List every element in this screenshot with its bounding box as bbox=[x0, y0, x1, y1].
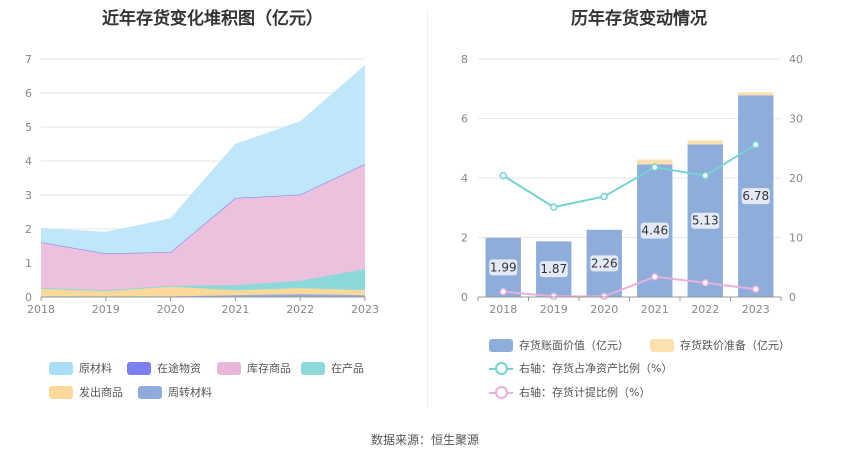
legend-label: 原材料 bbox=[79, 362, 112, 375]
legend-label: 库存商品 bbox=[247, 362, 291, 375]
legend-swatch bbox=[489, 361, 513, 375]
left-legend-item[interactable]: 库存商品 bbox=[217, 360, 291, 376]
legend-swatch bbox=[49, 361, 73, 375]
left-legend-item[interactable]: 周转材料 bbox=[138, 384, 212, 400]
right-y-tick-label: 40 bbox=[789, 53, 803, 66]
x-tick-label: 2021 bbox=[641, 303, 669, 316]
bar-label-bg bbox=[489, 259, 518, 276]
bar-label-bg bbox=[539, 261, 568, 278]
stacked-area-chart: 0 1 2 3 4 5 6 7 2018 2019 2020 2021 2022 2023 bbox=[25, 53, 379, 316]
x-tick-label: 2019 bbox=[92, 303, 120, 316]
right-chart-title: 历年存货变动情况 bbox=[571, 9, 707, 29]
area-series-1 bbox=[41, 286, 365, 297]
x-tick-label: 2022 bbox=[691, 303, 719, 316]
legend-label: 在途物资 bbox=[157, 362, 201, 375]
legend-swatch bbox=[489, 385, 513, 399]
bar-label-bg bbox=[640, 222, 669, 239]
line-point-0 bbox=[752, 140, 760, 149]
line-point-1 bbox=[701, 278, 709, 287]
legend-label: 右轴：存货占净资产比例（%） bbox=[519, 362, 673, 375]
bar-label-bg bbox=[741, 188, 770, 205]
left-legend-item[interactable]: 在产品 bbox=[301, 360, 364, 376]
legend-label: 存货跌价准备（亿元） bbox=[680, 339, 790, 352]
y-tick-label: 6 bbox=[25, 87, 32, 100]
left-y-tick-label: 4 bbox=[461, 172, 468, 185]
bar-impairment-reserve bbox=[687, 140, 723, 145]
legend-swatch bbox=[650, 338, 674, 352]
line-point-1 bbox=[600, 292, 608, 301]
legend-swatch bbox=[138, 385, 162, 399]
x-tick-label: 2018 bbox=[489, 303, 517, 316]
right-y-tick-label: 20 bbox=[789, 172, 803, 185]
line-point-0 bbox=[701, 171, 709, 180]
bar-value-label: 1.87 bbox=[540, 262, 567, 276]
data-source-note: 数据来源：恒生聚源 bbox=[370, 433, 479, 447]
left-y-tick-label: 8 bbox=[461, 53, 468, 66]
x-tick-label: 2023 bbox=[351, 303, 379, 316]
left-legend-item[interactable]: 在途物资 bbox=[127, 360, 201, 376]
line-point-0 bbox=[651, 163, 659, 172]
right-legend-item[interactable]: 右轴：存货占净资产比例（%） bbox=[489, 360, 672, 376]
x-tick-label: 2020 bbox=[590, 303, 618, 316]
legend-swatch bbox=[489, 338, 513, 352]
bar-impairment-reserve bbox=[738, 92, 774, 96]
legend-label: 发出商品 bbox=[79, 386, 123, 399]
x-tick-label: 2019 bbox=[540, 303, 568, 316]
legend-label: 在产品 bbox=[331, 362, 364, 375]
legend-label: 右轴：存货计提比例（%） bbox=[519, 386, 651, 399]
bar-label-bg bbox=[691, 212, 720, 229]
bar-impairment-reserve bbox=[637, 159, 673, 165]
x-tick-label: 2023 bbox=[742, 303, 770, 316]
legend-swatch bbox=[217, 361, 241, 375]
left-legend-item[interactable]: 发出商品 bbox=[49, 384, 123, 400]
area-edge-5 bbox=[40, 65, 366, 233]
right-y-tick-label: 30 bbox=[789, 113, 803, 126]
y-tick-label: 4 bbox=[25, 155, 32, 168]
inventory-bar-line-chart: 0 2 4 6 8 0 10 20 30 40 1.99 1.87 2.26 4.46 5.13 6.78 20… bbox=[461, 53, 803, 316]
left-legend-item[interactable]: 原材料 bbox=[49, 360, 112, 376]
area-series-5 bbox=[41, 65, 365, 254]
bar-value-label: 1.99 bbox=[490, 260, 517, 274]
left-y-tick-label: 0 bbox=[461, 291, 468, 304]
bar-label-bg bbox=[590, 255, 619, 272]
line-point-1 bbox=[752, 285, 760, 294]
y-tick-label: 0 bbox=[25, 291, 32, 304]
legend-swatch bbox=[301, 361, 325, 375]
line-point-1 bbox=[499, 287, 507, 296]
right-y-tick-label: 10 bbox=[789, 232, 803, 245]
legend-swatch bbox=[49, 385, 73, 399]
line-series-0 bbox=[502, 143, 757, 209]
right-legend-item[interactable]: 存货账面价值（亿元） bbox=[489, 337, 629, 353]
x-tick-label: 2018 bbox=[27, 303, 55, 316]
y-tick-label: 3 bbox=[25, 189, 32, 202]
bar-value-label: 5.13 bbox=[692, 214, 719, 228]
line-point-0 bbox=[600, 192, 608, 201]
right-legend-item[interactable]: 存货跌价准备（亿元） bbox=[650, 337, 790, 353]
line-series-1 bbox=[503, 275, 756, 298]
line-point-0 bbox=[550, 203, 558, 211]
legend-swatch bbox=[127, 361, 151, 375]
right-y-tick-label: 0 bbox=[789, 291, 796, 304]
bar-value-label: 6.78 bbox=[742, 189, 769, 203]
y-tick-label: 5 bbox=[25, 121, 32, 134]
bar-value-label: 2.26 bbox=[591, 256, 618, 270]
y-tick-label: 7 bbox=[25, 53, 32, 66]
x-tick-label: 2022 bbox=[286, 303, 314, 316]
line-point-1 bbox=[550, 292, 558, 301]
legend-label: 存货账面价值（亿元） bbox=[519, 339, 629, 352]
y-tick-label: 1 bbox=[25, 257, 32, 270]
line-point-1 bbox=[651, 273, 659, 281]
panel-divider bbox=[427, 10, 428, 408]
left-y-tick-label: 2 bbox=[461, 232, 468, 245]
bar-value-label: 4.46 bbox=[641, 224, 668, 238]
legend-label: 周转材料 bbox=[168, 386, 212, 399]
right-legend-item[interactable]: 右轴：存货计提比例（%） bbox=[489, 384, 650, 400]
x-tick-label: 2021 bbox=[221, 303, 249, 316]
x-tick-label: 2020 bbox=[157, 303, 185, 316]
left-y-tick-label: 6 bbox=[461, 113, 468, 126]
left-chart-title: 近年存货变化堆积图（亿元） bbox=[102, 9, 323, 29]
area-series-2 bbox=[41, 269, 365, 292]
line-point-0 bbox=[499, 171, 507, 180]
y-tick-label: 2 bbox=[25, 223, 32, 236]
